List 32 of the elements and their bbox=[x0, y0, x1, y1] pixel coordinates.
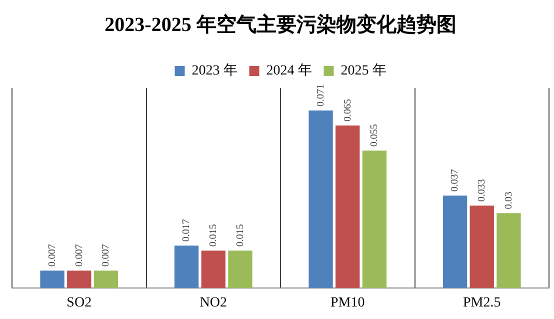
data-label: 0.007 bbox=[100, 244, 112, 267]
bar bbox=[67, 270, 92, 288]
bar bbox=[40, 270, 64, 288]
bar bbox=[336, 126, 360, 288]
bar bbox=[496, 213, 521, 288]
bar bbox=[94, 270, 118, 288]
x-tick-label: NO2 bbox=[200, 295, 227, 310]
legend-label: 2023 年 bbox=[192, 62, 238, 79]
data-label: 0.017 bbox=[181, 219, 192, 242]
data-label: 0.007 bbox=[74, 244, 85, 267]
x-tick-label: PM2.5 bbox=[463, 295, 501, 310]
data-label: 0.007 bbox=[46, 244, 58, 267]
data-label: 0.055 bbox=[369, 124, 380, 147]
data-label: 0.015 bbox=[234, 224, 246, 247]
legend-label: 2024 年 bbox=[266, 62, 312, 79]
bar bbox=[442, 196, 468, 288]
bar bbox=[362, 150, 387, 288]
bar bbox=[228, 250, 252, 288]
x-tick-label: PM10 bbox=[330, 295, 365, 310]
data-label: 0.071 bbox=[315, 84, 326, 107]
data-label: 0.015 bbox=[208, 224, 219, 247]
data-label: 0.03 bbox=[503, 192, 514, 210]
legend-label: 2025 年 bbox=[340, 62, 386, 79]
data-label: 0.037 bbox=[450, 169, 461, 192]
bar bbox=[201, 250, 226, 288]
data-label: 0.033 bbox=[476, 179, 488, 202]
x-tick-label: SO2 bbox=[66, 295, 92, 310]
chart-title: 2023-2025 年空气主要污染物变化趋势图 bbox=[104, 13, 456, 36]
data-label: 0.065 bbox=[342, 99, 354, 122]
bar bbox=[308, 110, 333, 288]
bar bbox=[174, 246, 199, 288]
bar bbox=[470, 206, 494, 288]
